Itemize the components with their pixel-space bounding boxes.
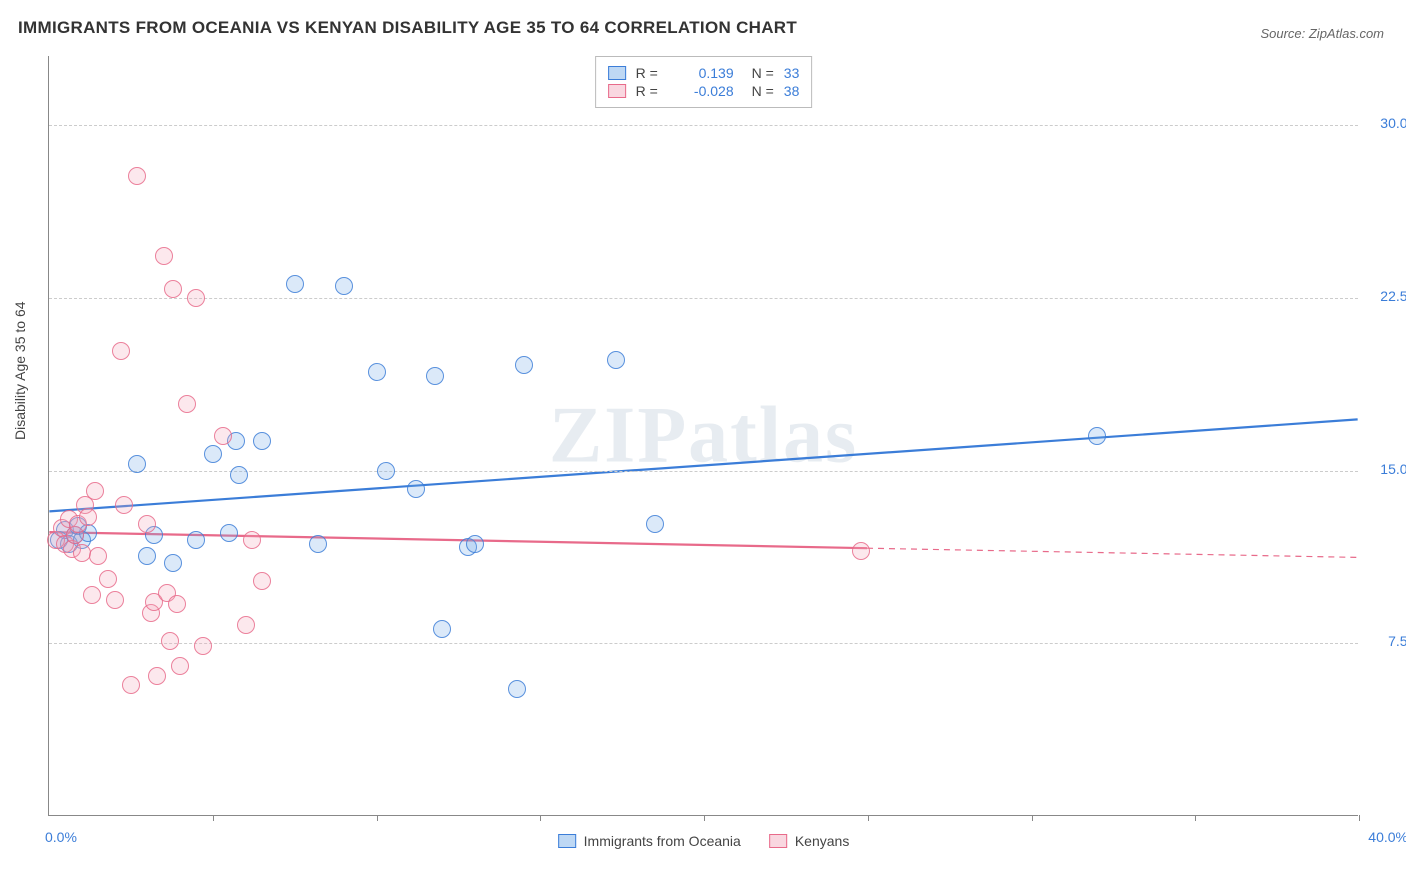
n-value-series-1: 38 bbox=[784, 83, 800, 99]
scatter-point-series-0 bbox=[1088, 427, 1106, 445]
scatter-point-series-0 bbox=[466, 535, 484, 553]
swatch-series-1 bbox=[608, 84, 626, 98]
swatch-series-1 bbox=[769, 834, 787, 848]
source-label: Source: ZipAtlas.com bbox=[1260, 26, 1384, 41]
scatter-point-series-0 bbox=[164, 554, 182, 572]
scatter-point-series-0 bbox=[220, 524, 238, 542]
ytick-label: 30.0% bbox=[1380, 115, 1406, 131]
ytick-label: 15.0% bbox=[1380, 461, 1406, 477]
scatter-point-series-0 bbox=[253, 432, 271, 450]
scatter-point-series-1 bbox=[852, 542, 870, 560]
scatter-point-series-1 bbox=[171, 657, 189, 675]
legend-row-series-0: R = 0.139 N = 33 bbox=[608, 65, 800, 81]
legend-label-series-0: Immigrants from Oceania bbox=[584, 833, 741, 849]
scatter-point-series-1 bbox=[214, 427, 232, 445]
swatch-series-0 bbox=[558, 834, 576, 848]
xtick-label-left: 0.0% bbox=[45, 829, 77, 845]
scatter-point-series-1 bbox=[148, 667, 166, 685]
gridline-h bbox=[49, 643, 1358, 644]
scatter-point-series-0 bbox=[230, 466, 248, 484]
scatter-point-series-0 bbox=[335, 277, 353, 295]
swatch-series-0 bbox=[608, 66, 626, 80]
scatter-point-series-0 bbox=[433, 620, 451, 638]
scatter-point-series-0 bbox=[607, 351, 625, 369]
scatter-point-series-1 bbox=[83, 586, 101, 604]
scatter-point-series-0 bbox=[368, 363, 386, 381]
r-value-series-1: -0.028 bbox=[670, 83, 734, 99]
scatter-point-series-1 bbox=[106, 591, 124, 609]
scatter-point-series-1 bbox=[168, 595, 186, 613]
scatter-point-series-1 bbox=[138, 515, 156, 533]
legend-row-series-1: R = -0.028 N = 38 bbox=[608, 83, 800, 99]
regression-line-series-0 bbox=[49, 419, 1357, 511]
scatter-point-series-1 bbox=[161, 632, 179, 650]
regression-line-series-1 bbox=[49, 532, 867, 548]
scatter-point-series-1 bbox=[122, 676, 140, 694]
regression-svg bbox=[49, 56, 1358, 815]
scatter-point-series-1 bbox=[155, 247, 173, 265]
scatter-point-series-0 bbox=[286, 275, 304, 293]
scatter-point-series-0 bbox=[187, 531, 205, 549]
gridline-h bbox=[49, 298, 1358, 299]
scatter-point-series-0 bbox=[204, 445, 222, 463]
legend-label-series-1: Kenyans bbox=[795, 833, 849, 849]
r-label: R = bbox=[636, 65, 660, 81]
scatter-point-series-0 bbox=[309, 535, 327, 553]
scatter-point-series-1 bbox=[128, 167, 146, 185]
xtick-mark bbox=[1195, 815, 1196, 821]
legend-item-series-1: Kenyans bbox=[769, 833, 849, 849]
scatter-point-series-1 bbox=[164, 280, 182, 298]
watermark-text: ZIPatlas bbox=[549, 390, 858, 481]
r-label: R = bbox=[636, 83, 660, 99]
legend-item-series-0: Immigrants from Oceania bbox=[558, 833, 741, 849]
ytick-label: 7.5% bbox=[1388, 633, 1406, 649]
r-value-series-0: 0.139 bbox=[670, 65, 734, 81]
scatter-point-series-1 bbox=[187, 289, 205, 307]
xtick-mark bbox=[1032, 815, 1033, 821]
xtick-mark bbox=[1359, 815, 1360, 821]
scatter-point-series-1 bbox=[178, 395, 196, 413]
scatter-point-series-1 bbox=[194, 637, 212, 655]
n-label: N = bbox=[752, 65, 774, 81]
xtick-mark bbox=[704, 815, 705, 821]
scatter-point-series-1 bbox=[86, 482, 104, 500]
xtick-mark bbox=[540, 815, 541, 821]
scatter-point-series-1 bbox=[112, 342, 130, 360]
plot-area: ZIPatlas R = 0.139 N = 33 R = -0.028 N =… bbox=[48, 56, 1358, 816]
scatter-point-series-0 bbox=[128, 455, 146, 473]
scatter-point-series-1 bbox=[73, 544, 91, 562]
xtick-label-right: 40.0% bbox=[1368, 829, 1406, 845]
scatter-point-series-1 bbox=[115, 496, 133, 514]
xtick-mark bbox=[377, 815, 378, 821]
xtick-mark bbox=[213, 815, 214, 821]
scatter-point-series-0 bbox=[646, 515, 664, 533]
chart-title: IMMIGRANTS FROM OCEANIA VS KENYAN DISABI… bbox=[18, 18, 797, 38]
scatter-point-series-0 bbox=[407, 480, 425, 498]
scatter-point-series-0 bbox=[377, 462, 395, 480]
scatter-point-series-1 bbox=[253, 572, 271, 590]
n-label: N = bbox=[752, 83, 774, 99]
correlation-legend: R = 0.139 N = 33 R = -0.028 N = 38 bbox=[595, 56, 813, 108]
scatter-point-series-0 bbox=[426, 367, 444, 385]
scatter-point-series-0 bbox=[508, 680, 526, 698]
scatter-point-series-1 bbox=[99, 570, 117, 588]
scatter-point-series-1 bbox=[237, 616, 255, 634]
ytick-label: 22.5% bbox=[1380, 288, 1406, 304]
chart-container: IMMIGRANTS FROM OCEANIA VS KENYAN DISABI… bbox=[0, 0, 1406, 892]
series-legend: Immigrants from Oceania Kenyans bbox=[558, 833, 850, 849]
regression-extend-series-1 bbox=[867, 548, 1358, 557]
scatter-point-series-1 bbox=[89, 547, 107, 565]
n-value-series-0: 33 bbox=[784, 65, 800, 81]
scatter-point-series-0 bbox=[138, 547, 156, 565]
xtick-mark bbox=[868, 815, 869, 821]
scatter-point-series-1 bbox=[79, 508, 97, 526]
gridline-h bbox=[49, 125, 1358, 126]
y-axis-label: Disability Age 35 to 64 bbox=[12, 301, 28, 440]
scatter-point-series-0 bbox=[515, 356, 533, 374]
scatter-point-series-1 bbox=[243, 531, 261, 549]
